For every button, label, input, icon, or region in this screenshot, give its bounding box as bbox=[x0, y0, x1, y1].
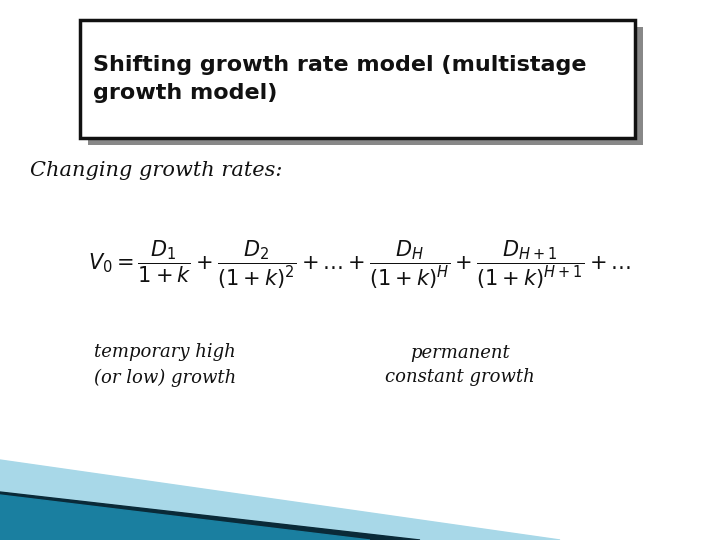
Text: Shifting growth rate model (multistage
growth model): Shifting growth rate model (multistage g… bbox=[93, 55, 587, 103]
Polygon shape bbox=[0, 460, 560, 540]
Text: temporary high
(or low) growth: temporary high (or low) growth bbox=[94, 343, 236, 387]
FancyBboxPatch shape bbox=[88, 27, 643, 145]
Polygon shape bbox=[0, 492, 420, 540]
Text: permanent
constant growth: permanent constant growth bbox=[385, 343, 535, 387]
FancyBboxPatch shape bbox=[80, 20, 635, 138]
Polygon shape bbox=[0, 495, 370, 540]
Text: $V_0 = \dfrac{D_1}{1+k} + \dfrac{D_2}{(1+k)^2} + \ldots + \dfrac{D_H}{(1+k)^H} +: $V_0 = \dfrac{D_1}{1+k} + \dfrac{D_2}{(1… bbox=[89, 239, 631, 292]
Text: Changing growth rates:: Changing growth rates: bbox=[30, 160, 282, 179]
